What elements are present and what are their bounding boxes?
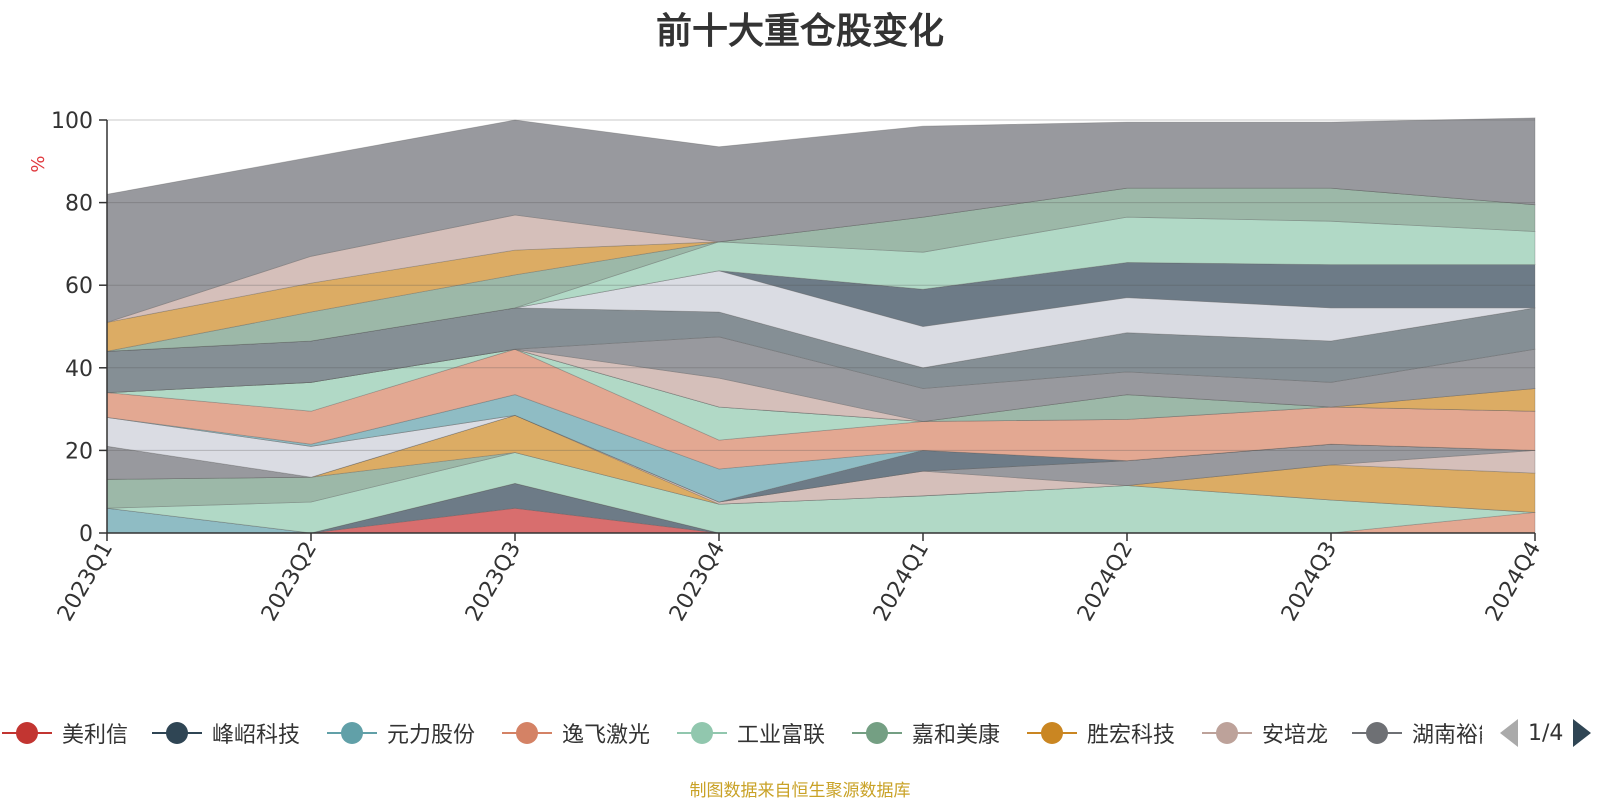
- x-tick-label: 2024Q3: [1277, 538, 1342, 626]
- x-tick-label: 2024Q4: [1481, 538, 1546, 626]
- legend-marker-icon: [502, 719, 552, 747]
- legend-marker-icon: [1202, 719, 1252, 747]
- area-series-23: [106, 187, 1536, 352]
- legend-marker-icon: [2, 719, 52, 747]
- legend-prev-page-icon[interactable]: [1500, 719, 1518, 747]
- area-series-26: [106, 117, 1536, 323]
- legend-marker-icon: [1027, 719, 1077, 747]
- legend-items: 美利信 峰岹科技 元力股份 逸飞激光 工业富联 嘉和美康 胜宏科技 安培龙 湖南裕能: [2, 712, 1482, 754]
- y-tick-label: 80: [65, 192, 93, 217]
- stacked-area-chart: 0 20 40 60 80 100% 2023Q1 2023Q2 2023Q3 2023Q4 202…: [28, 109, 1546, 626]
- y-tick-label: 0: [79, 522, 93, 547]
- legend-next-page-icon[interactable]: [1573, 719, 1592, 747]
- x-tick-label: 2023Q3: [461, 538, 526, 626]
- legend-label: 工业富联: [737, 723, 826, 748]
- y-tick-label: 100: [51, 109, 93, 134]
- y-tick-label: 40: [65, 357, 93, 382]
- legend-label: 湖南裕能: [1412, 723, 1482, 748]
- legend-item[interactable]: 工业富联: [677, 712, 825, 754]
- legend-marker-icon: [327, 719, 377, 747]
- legend-page-indicator: 1/4: [1528, 720, 1564, 746]
- legend-item[interactable]: 峰岹科技: [152, 712, 300, 754]
- area-series-4: [106, 482, 1536, 534]
- x-tick-label: 2023Q1: [53, 538, 118, 626]
- legend-item[interactable]: 安培龙: [1202, 712, 1328, 754]
- legend-label: 峰岹科技: [212, 723, 301, 748]
- legend-item[interactable]: 元力股份: [327, 712, 475, 754]
- y-tick-label: 60: [65, 274, 93, 299]
- y-axis-unit-label: %: [28, 155, 49, 172]
- legend-item[interactable]: 逸飞激光: [502, 712, 650, 754]
- x-tick-label: 2024Q2: [1073, 538, 1138, 626]
- x-tick-label: 2023Q4: [665, 538, 730, 626]
- legend-marker-icon: [852, 719, 902, 747]
- legend-label: 美利信: [62, 723, 129, 748]
- area-series-7: [106, 414, 1536, 513]
- area-series-22: [106, 216, 1536, 352]
- chart-title: 前十大重仓股变化: [655, 11, 944, 52]
- legend-pager: 1/4: [1500, 712, 1592, 754]
- x-tick-label: 2024Q1: [869, 538, 934, 626]
- legend-label: 胜宏科技: [1087, 723, 1176, 748]
- legend-label: 安培龙: [1262, 723, 1329, 748]
- legend-item[interactable]: 胜宏科技: [1027, 712, 1175, 754]
- x-tick-label: 2023Q2: [257, 538, 322, 626]
- legend-marker-icon: [152, 719, 202, 747]
- legend-label: 逸飞激光: [562, 723, 651, 748]
- legend-item[interactable]: 嘉和美康: [852, 712, 1000, 754]
- y-tick-label: 20: [65, 439, 93, 464]
- legend-marker-icon: [1352, 719, 1402, 747]
- legend-item[interactable]: 美利信: [2, 712, 128, 754]
- data-source-note: 制图数据来自恒生聚源数据库: [689, 781, 911, 801]
- legend: 美利信 峰岹科技 元力股份 逸飞激光 工业富联 嘉和美康 胜宏科技 安培龙 湖南裕能: [0, 712, 1600, 754]
- legend-item[interactable]: 湖南裕能: [1352, 712, 1482, 754]
- legend-label: 元力股份: [387, 723, 476, 748]
- legend-label: 嘉和美康: [912, 723, 1001, 748]
- legend-marker-icon: [677, 719, 727, 747]
